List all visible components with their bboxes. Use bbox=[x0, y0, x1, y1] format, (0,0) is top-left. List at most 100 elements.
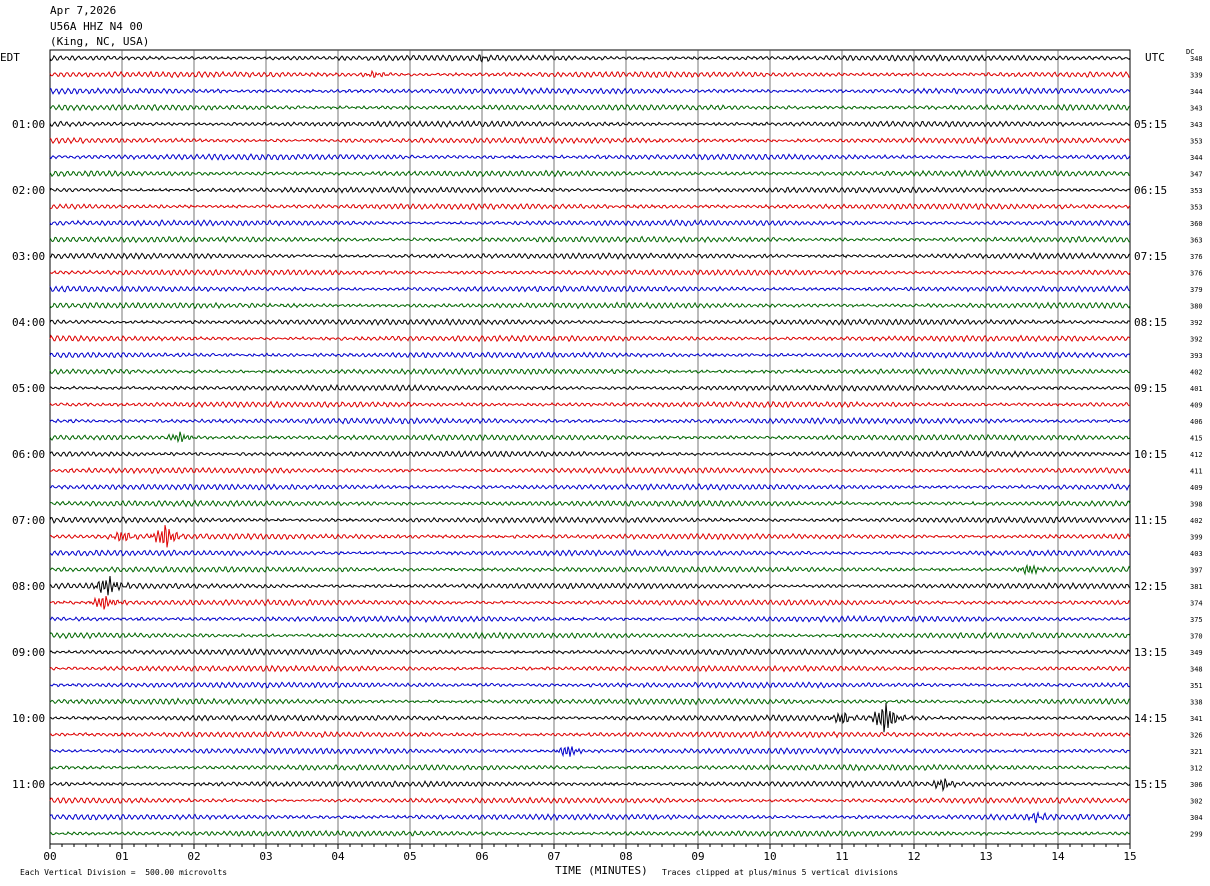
dc-value-label: 393 bbox=[1190, 352, 1203, 360]
x-tick-label: 01 bbox=[115, 850, 128, 863]
right-hour-label: 10:15 bbox=[1134, 448, 1167, 461]
dc-value-label: 399 bbox=[1190, 534, 1203, 542]
dc-value-label: 339 bbox=[1190, 72, 1203, 80]
left-hour-label: 02:00 bbox=[12, 184, 45, 197]
seismic-trace bbox=[49, 763, 1131, 772]
dc-value-label: 363 bbox=[1190, 237, 1203, 245]
seismic-trace bbox=[49, 268, 1131, 277]
seismic-trace bbox=[49, 730, 1131, 739]
seismic-trace bbox=[49, 664, 1131, 673]
seismic-trace bbox=[49, 499, 1131, 508]
seismic-trace bbox=[49, 482, 1131, 492]
scale-note: Each Vertical Division = 500.00 microvol… bbox=[20, 868, 228, 877]
dc-value-label: 376 bbox=[1190, 270, 1203, 278]
seismic-trace bbox=[49, 648, 1131, 656]
x-tick-label: 08 bbox=[619, 850, 632, 863]
seismic-trace bbox=[49, 614, 1131, 624]
dc-value-label: 397 bbox=[1190, 567, 1203, 575]
left-hour-label: 10:00 bbox=[12, 712, 45, 725]
dc-value-label: 343 bbox=[1190, 121, 1203, 129]
seismic-trace bbox=[49, 697, 1131, 706]
dc-value-label: 360 bbox=[1190, 220, 1203, 228]
seismic-trace bbox=[50, 681, 1131, 689]
x-tick-label: 07 bbox=[547, 850, 560, 863]
seismic-trace bbox=[49, 351, 1131, 359]
seismic-trace bbox=[49, 169, 1131, 178]
dc-value-label: 338 bbox=[1190, 699, 1203, 707]
x-axis-label: TIME (MINUTES) bbox=[555, 864, 648, 877]
dc-value-label: 348 bbox=[1190, 55, 1203, 63]
dc-value-label: 375 bbox=[1190, 616, 1203, 624]
seismic-trace bbox=[49, 153, 1131, 161]
dc-value-label: 381 bbox=[1190, 583, 1203, 591]
seismic-trace bbox=[49, 86, 1131, 96]
dc-value-label: 351 bbox=[1190, 682, 1203, 690]
dc-value-label: 376 bbox=[1190, 253, 1203, 261]
right-hour-label: 14:15 bbox=[1134, 712, 1167, 725]
seismic-trace bbox=[49, 416, 1131, 425]
seismic-trace bbox=[49, 778, 1131, 793]
seismic-trace bbox=[49, 515, 1131, 525]
seismic-trace bbox=[49, 219, 1131, 227]
seismic-trace bbox=[49, 136, 1131, 145]
seismic-trace bbox=[49, 702, 1131, 733]
dc-value-label: 380 bbox=[1190, 303, 1203, 311]
x-tick-label: 04 bbox=[331, 850, 345, 863]
x-tick-label: 13 bbox=[979, 850, 992, 863]
right-hour-label: 13:15 bbox=[1134, 646, 1167, 659]
dc-value-label: 403 bbox=[1190, 550, 1203, 558]
seismic-trace bbox=[49, 318, 1131, 326]
seismic-trace bbox=[49, 400, 1131, 409]
dc-value-label: 341 bbox=[1190, 715, 1203, 723]
header-location: (King, NC, USA) bbox=[50, 35, 150, 48]
right-hour-label: 06:15 bbox=[1134, 184, 1167, 197]
dc-value-label: 392 bbox=[1190, 319, 1203, 327]
plot-frame bbox=[49, 49, 1131, 845]
dc-value-label: 409 bbox=[1190, 402, 1203, 410]
seismic-trace bbox=[49, 466, 1131, 475]
dc-value-label: 306 bbox=[1190, 781, 1203, 789]
x-tick-label: 14 bbox=[1051, 850, 1065, 863]
dc-value-label: 379 bbox=[1190, 286, 1203, 294]
dc-value-label: 392 bbox=[1190, 336, 1203, 344]
x-tick-label: 15 bbox=[1123, 850, 1136, 863]
right-hour-label: 11:15 bbox=[1134, 514, 1167, 527]
dc-value-label: 402 bbox=[1190, 517, 1203, 525]
seismic-trace bbox=[49, 810, 1131, 824]
left-hour-label: 09:00 bbox=[12, 646, 45, 659]
left-hour-label: 04:00 bbox=[12, 316, 45, 329]
x-tick-label: 09 bbox=[691, 850, 704, 863]
x-tick-label: 12 bbox=[907, 850, 920, 863]
right-timezone-label: UTC bbox=[1145, 51, 1165, 64]
seismic-trace bbox=[49, 595, 1131, 610]
dc-value-label: 299 bbox=[1190, 831, 1203, 839]
seismic-trace bbox=[49, 746, 1131, 758]
dc-value-label: 344 bbox=[1190, 88, 1203, 96]
dc-value-label: 302 bbox=[1190, 798, 1203, 806]
right-hour-label: 15:15 bbox=[1134, 778, 1167, 791]
dc-value-label: 411 bbox=[1190, 468, 1203, 476]
seismic-trace bbox=[49, 120, 1131, 128]
left-timezone-label: EDT bbox=[0, 51, 20, 64]
seismic-trace bbox=[49, 285, 1131, 293]
dc-value-label: 344 bbox=[1190, 154, 1203, 162]
seismic-trace bbox=[49, 69, 1131, 79]
seismic-trace bbox=[49, 367, 1131, 376]
right-hour-label: 12:15 bbox=[1134, 580, 1167, 593]
x-tick-label: 11 bbox=[835, 850, 848, 863]
dc-value-label: 406 bbox=[1190, 418, 1203, 426]
x-tick-label: 06 bbox=[475, 850, 488, 863]
seismic-trace bbox=[49, 796, 1131, 805]
right-hour-label: 09:15 bbox=[1134, 382, 1167, 395]
seismic-trace bbox=[49, 575, 1131, 596]
header-date: Apr 7,2026 bbox=[50, 4, 117, 17]
seismic-trace bbox=[49, 549, 1131, 558]
seismic-trace bbox=[49, 235, 1131, 244]
seismic-trace bbox=[49, 301, 1131, 310]
dc-value-label: 353 bbox=[1190, 204, 1203, 212]
left-hour-label: 07:00 bbox=[12, 514, 45, 527]
right-hour-label: 08:15 bbox=[1134, 316, 1167, 329]
dc-value-label: 401 bbox=[1190, 385, 1203, 393]
dc-value-label: 343 bbox=[1190, 105, 1203, 113]
